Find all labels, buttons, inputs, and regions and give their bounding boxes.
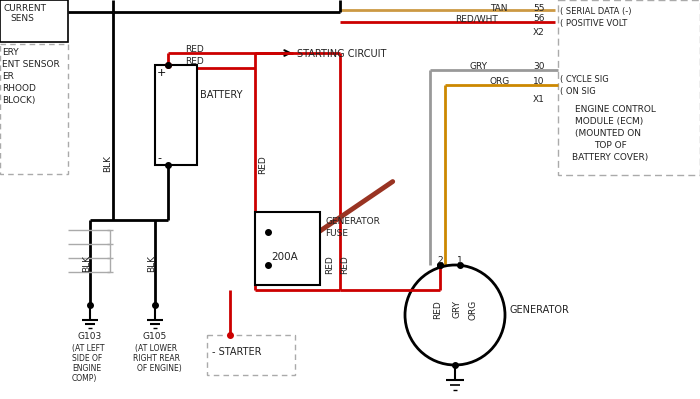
Text: BLK: BLK <box>147 255 156 272</box>
Text: BLOCK): BLOCK) <box>2 96 36 105</box>
Text: RHOOD: RHOOD <box>2 84 36 93</box>
Text: ENT SENSOR: ENT SENSOR <box>2 60 60 69</box>
Text: RED: RED <box>258 155 267 174</box>
Text: 56: 56 <box>533 14 545 23</box>
Text: (MOUNTED ON: (MOUNTED ON <box>575 129 641 138</box>
Text: - STARTER: - STARTER <box>212 347 262 357</box>
Text: RED: RED <box>185 45 204 54</box>
Text: ORG: ORG <box>490 77 510 86</box>
Bar <box>207 335 295 375</box>
Text: TOP OF: TOP OF <box>594 141 626 150</box>
Text: RED: RED <box>185 57 204 66</box>
Text: 1: 1 <box>457 256 463 265</box>
Text: 30: 30 <box>533 62 545 71</box>
Text: 200A: 200A <box>271 252 298 262</box>
Text: TAN: TAN <box>490 4 507 13</box>
Text: 55: 55 <box>533 4 545 13</box>
Text: G103: G103 <box>78 332 102 341</box>
Text: G105: G105 <box>143 332 167 341</box>
Text: BATTERY COVER): BATTERY COVER) <box>572 153 648 162</box>
Text: FUSE: FUSE <box>325 229 348 238</box>
Bar <box>255 212 320 285</box>
Text: GENERATOR: GENERATOR <box>325 217 380 226</box>
Text: ( SERIAL DATA (-): ( SERIAL DATA (-) <box>560 7 631 16</box>
Bar <box>0 44 68 174</box>
Bar <box>0 0 68 42</box>
Text: -: - <box>157 153 161 163</box>
Text: ( POSITIVE VOLT: ( POSITIVE VOLT <box>560 19 627 28</box>
Text: 10: 10 <box>533 77 545 86</box>
Text: RED: RED <box>325 255 334 274</box>
Text: RIGHT REAR: RIGHT REAR <box>133 354 180 363</box>
Text: 2: 2 <box>438 256 443 265</box>
Text: GENERATOR: GENERATOR <box>510 305 570 315</box>
Text: ERY: ERY <box>2 48 19 57</box>
Text: ENGINE CONTROL: ENGINE CONTROL <box>575 105 656 114</box>
Text: ER: ER <box>2 72 14 81</box>
Text: X2: X2 <box>533 28 545 37</box>
Text: OF ENGINE): OF ENGINE) <box>137 364 182 373</box>
Text: X1: X1 <box>533 95 545 104</box>
Text: GRY: GRY <box>453 300 462 318</box>
Text: RED: RED <box>340 255 349 274</box>
Text: SENS: SENS <box>10 14 34 23</box>
Text: RED/WHT: RED/WHT <box>455 14 498 23</box>
Text: BLK: BLK <box>103 155 112 172</box>
Text: SIDE OF: SIDE OF <box>72 354 102 363</box>
Text: GRY: GRY <box>470 62 488 71</box>
Text: +: + <box>157 68 167 78</box>
Text: ENGINE: ENGINE <box>72 364 101 373</box>
Text: ( ON SIG: ( ON SIG <box>560 87 596 96</box>
Text: BLK: BLK <box>82 255 91 272</box>
Text: (AT LOWER: (AT LOWER <box>135 344 177 353</box>
Text: ORG: ORG <box>469 300 478 320</box>
Text: RED: RED <box>433 300 442 319</box>
Bar <box>558 0 700 175</box>
Bar <box>155 65 197 165</box>
Text: CURRENT: CURRENT <box>3 4 46 13</box>
Text: STARTING CIRCUIT: STARTING CIRCUIT <box>297 49 386 59</box>
Text: BATTERY: BATTERY <box>200 90 242 100</box>
Text: (AT LEFT: (AT LEFT <box>72 344 104 353</box>
Text: COMP): COMP) <box>72 374 97 383</box>
Text: ( CYCLE SIG: ( CYCLE SIG <box>560 75 609 84</box>
Text: MODULE (ECM): MODULE (ECM) <box>575 117 643 126</box>
